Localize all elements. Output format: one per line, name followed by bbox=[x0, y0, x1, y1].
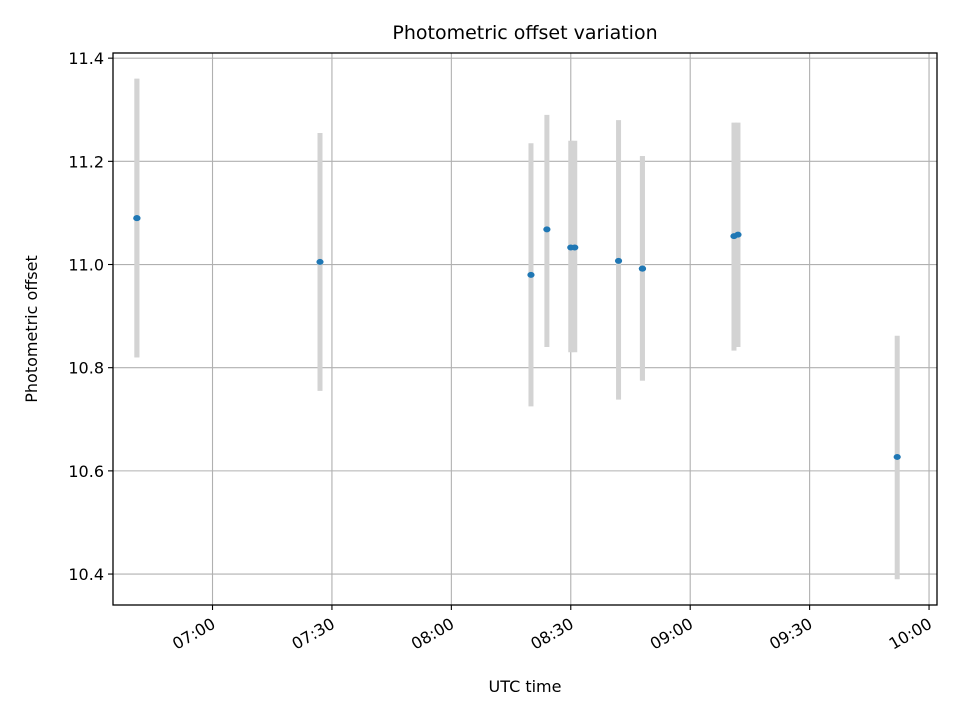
data-point bbox=[734, 231, 742, 238]
grid-layer bbox=[113, 53, 937, 605]
x-tick-label: 09:30 bbox=[766, 614, 815, 654]
errorbar-layer bbox=[134, 78, 900, 580]
y-tick-label: 10.6 bbox=[68, 462, 104, 481]
chart-title: Photometric offset variation bbox=[392, 22, 657, 44]
data-point bbox=[133, 215, 141, 222]
y-tick-label: 10.4 bbox=[68, 565, 104, 584]
x-axis-title: UTC time bbox=[489, 677, 562, 696]
y-tick-label: 11.2 bbox=[68, 152, 104, 171]
x-tick-label: 07:30 bbox=[289, 614, 338, 654]
data-point bbox=[638, 265, 647, 272]
data-point bbox=[527, 271, 535, 278]
data-point bbox=[614, 257, 623, 264]
y-tick-label: 11.4 bbox=[68, 49, 104, 68]
x-tick-label: 08:00 bbox=[408, 614, 457, 654]
x-tick-label: 10:00 bbox=[886, 614, 935, 654]
x-tick-label: 09:00 bbox=[647, 614, 696, 654]
y-axis-ticks: 10.4 10.6 10.8 11.0 11.2 11.4 bbox=[68, 49, 113, 584]
point-layer bbox=[133, 215, 901, 460]
data-point bbox=[316, 258, 324, 265]
y-tick-label: 10.8 bbox=[68, 359, 104, 378]
x-axis-ticks: 07:00 07:30 08:00 08:30 09:00 09:30 10:00 bbox=[169, 605, 935, 654]
data-point bbox=[893, 453, 901, 460]
plot-frame bbox=[112, 52, 938, 606]
y-tick-label: 11.0 bbox=[68, 256, 104, 275]
data-point bbox=[543, 226, 551, 233]
data-point bbox=[571, 244, 579, 251]
y-axis-title: Photometric offset bbox=[22, 255, 41, 403]
x-tick-label: 07:00 bbox=[169, 614, 218, 654]
x-tick-label: 08:30 bbox=[527, 614, 576, 654]
